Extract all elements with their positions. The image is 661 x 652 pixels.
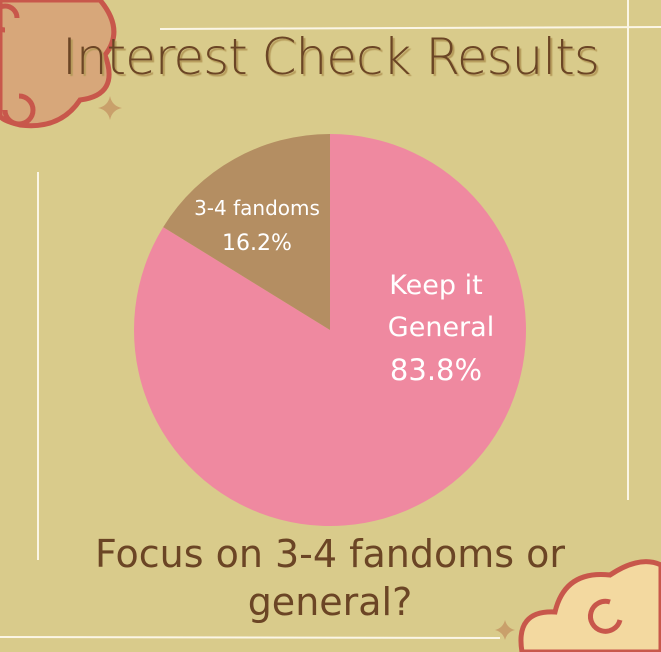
pie-slice-keep-it-general xyxy=(134,134,526,527)
slice-value-3-4-fandoms: 16.2% xyxy=(222,231,292,256)
slice-value-keep-it-general: 83.8% xyxy=(390,353,482,387)
chart-title: Interest Check Results xyxy=(62,28,600,86)
sparkle-icon xyxy=(495,620,515,640)
sparkle-icon xyxy=(98,96,122,120)
question-text: Focus on 3-4 fandoms or general? xyxy=(94,532,566,624)
cloud-bottom-right-icon xyxy=(518,559,661,652)
slice-label-keep-it: Keep it xyxy=(389,270,482,301)
cloud-top-left-icon xyxy=(0,0,117,129)
slice-label-general: General xyxy=(388,312,494,343)
pie-slice-3-4-fandoms xyxy=(163,134,330,330)
slice-label-3-4-fandoms: 3-4 fandoms xyxy=(194,196,320,220)
